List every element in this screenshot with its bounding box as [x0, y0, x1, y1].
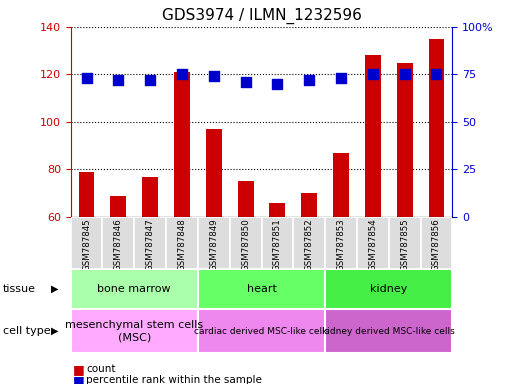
Bar [71, 217, 103, 269]
Point [369, 71, 377, 78]
Bar [142, 177, 158, 217]
Text: GSM787846: GSM787846 [114, 218, 123, 271]
Text: GSM787851: GSM787851 [273, 218, 282, 271]
Text: ■: ■ [73, 374, 85, 384]
Bar [325, 309, 452, 353]
Bar [103, 217, 134, 269]
Bar [357, 217, 389, 269]
Text: kidney derived MSC-like cells: kidney derived MSC-like cells [322, 327, 455, 336]
Bar [110, 195, 126, 217]
Point [305, 77, 313, 83]
Point [82, 75, 90, 81]
Text: GSM787852: GSM787852 [305, 218, 314, 271]
Text: GSM787850: GSM787850 [241, 218, 250, 271]
Bar [262, 217, 293, 269]
Bar [237, 181, 254, 217]
Bar [134, 217, 166, 269]
Text: heart: heart [246, 284, 277, 294]
Text: ■: ■ [73, 363, 85, 376]
Bar [325, 217, 357, 269]
Text: cell type: cell type [3, 326, 50, 336]
Point [273, 81, 281, 87]
Text: bone marrow: bone marrow [97, 284, 171, 294]
Text: GSM787853: GSM787853 [336, 218, 346, 271]
Point [337, 75, 345, 81]
Bar [230, 217, 262, 269]
Text: ▶: ▶ [51, 326, 59, 336]
Text: mesenchymal stem cells
(MSC): mesenchymal stem cells (MSC) [65, 320, 203, 342]
Point [210, 73, 218, 79]
Text: GSM787856: GSM787856 [432, 218, 441, 271]
Bar [397, 63, 413, 217]
Bar [420, 217, 452, 269]
Bar [206, 129, 222, 217]
Text: GSM787854: GSM787854 [368, 218, 378, 271]
Bar [78, 172, 95, 217]
Point [178, 71, 186, 78]
Point [242, 79, 250, 85]
Point [433, 71, 441, 78]
Text: ▶: ▶ [51, 284, 59, 294]
Text: GSM787845: GSM787845 [82, 218, 91, 271]
Text: cardiac derived MSC-like cells: cardiac derived MSC-like cells [194, 327, 329, 336]
Bar [428, 39, 445, 217]
Bar [71, 309, 198, 353]
Title: GDS3974 / ILMN_1232596: GDS3974 / ILMN_1232596 [162, 8, 361, 24]
Bar [174, 72, 190, 217]
Bar [198, 217, 230, 269]
Bar [71, 269, 198, 309]
Point [146, 77, 154, 83]
Bar [301, 193, 317, 217]
Bar [166, 217, 198, 269]
Text: percentile rank within the sample: percentile rank within the sample [86, 375, 262, 384]
Bar [325, 269, 452, 309]
Point [114, 77, 122, 83]
Text: tissue: tissue [3, 284, 36, 294]
Bar [269, 203, 286, 217]
Text: GSM787847: GSM787847 [145, 218, 155, 271]
Text: kidney: kidney [370, 284, 407, 294]
Bar [198, 269, 325, 309]
Bar [198, 309, 325, 353]
Text: count: count [86, 364, 116, 374]
Text: GSM787848: GSM787848 [177, 218, 187, 271]
Text: GSM787849: GSM787849 [209, 218, 218, 271]
Bar [365, 55, 381, 217]
Bar [389, 217, 420, 269]
Bar [293, 217, 325, 269]
Text: GSM787855: GSM787855 [400, 218, 409, 271]
Bar [333, 153, 349, 217]
Point [401, 71, 409, 78]
